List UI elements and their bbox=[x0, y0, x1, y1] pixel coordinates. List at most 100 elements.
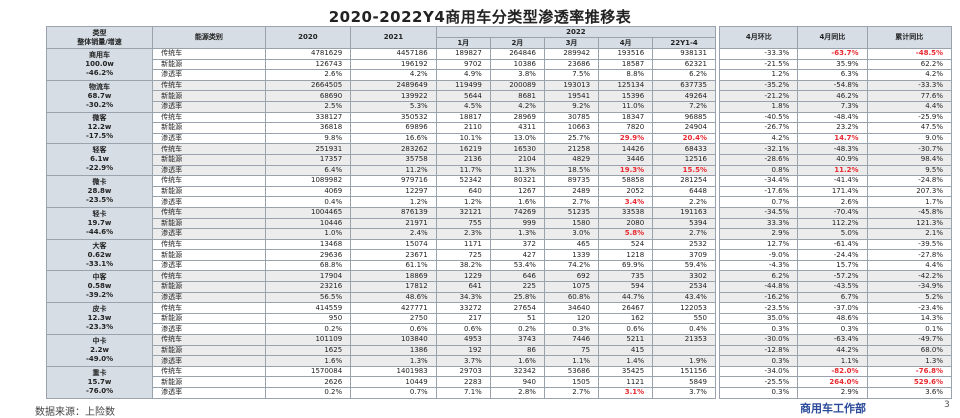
cell-mom: -26.7% bbox=[719, 122, 799, 134]
cell-yoy: 46.2% bbox=[797, 90, 868, 102]
category-growth: -33.1% bbox=[85, 259, 114, 268]
cell-ytd: 2.2% bbox=[652, 196, 716, 208]
cell-cum: 4.4% bbox=[866, 100, 953, 113]
cell-ytd: 68433 bbox=[652, 143, 716, 155]
header-m1: 1月 bbox=[435, 37, 491, 49]
category-cell: 微卡 28.8w -23.5% bbox=[45, 175, 154, 208]
cell-yoy: -63.7% bbox=[797, 48, 868, 60]
cell-y2020: 2626 bbox=[264, 376, 352, 388]
category-cell: 中卡 2.2w -49.0% bbox=[45, 334, 154, 367]
cell-y2020: 4069 bbox=[264, 185, 352, 198]
cell-y2020: 0.4% bbox=[264, 196, 352, 208]
energy-type: 传统车 bbox=[152, 79, 266, 92]
cell-ytd bbox=[652, 344, 716, 357]
penetration-table: 类型 整体销量/增速 能源类别 2020 2021 2022 4月环比 4月同比 … bbox=[45, 26, 953, 399]
cell-y2020: 68690 bbox=[264, 90, 352, 102]
table-row: 渗透率 2.5% 5.3% 4.5% 4.2% 9.2% 11.0% 7.2% 1.8% 7.3%… bbox=[47, 100, 953, 113]
category-name: 中客 bbox=[92, 273, 107, 282]
cell-m4: 415 bbox=[598, 344, 654, 357]
category-volume: 6.1w bbox=[90, 155, 109, 164]
cell-mom: -21.5% bbox=[719, 58, 799, 71]
cell-mom: -35.2% bbox=[719, 79, 799, 92]
cell-m3: 2489 bbox=[543, 185, 600, 198]
cell-ytd: 2532 bbox=[652, 238, 716, 251]
cell-yoy: -48.3% bbox=[797, 143, 868, 155]
cell-mom: 0.3% bbox=[719, 355, 799, 367]
cell-m1: 34.3% bbox=[435, 291, 491, 304]
cell-m4: 26467 bbox=[598, 302, 654, 314]
cell-mom: -17.6% bbox=[719, 185, 799, 198]
table-row: 轻客 6.1w -22.9% 传统车 251931 283262 16219 16530 212… bbox=[45, 143, 953, 177]
cell-m3: 2.7% bbox=[543, 387, 600, 399]
cell-mom: -25.5% bbox=[719, 376, 799, 388]
cell-yoy: -57.2% bbox=[797, 270, 868, 283]
cell-m2: 1267 bbox=[489, 185, 545, 198]
cell-m4: 594 bbox=[598, 281, 654, 293]
cell-mom: 2.9% bbox=[719, 228, 799, 240]
cell-m4: 1.4% bbox=[598, 355, 654, 367]
cell-m3: 23686 bbox=[543, 58, 600, 71]
cell-m4: 3.1% bbox=[598, 387, 654, 399]
table-row: 新能源 1625 1386 192 86 75 415 -12.8% 44.2% 68.0% bbox=[47, 344, 953, 357]
cell-m2: 4.2% bbox=[489, 100, 545, 113]
category-cell: 皮卡 12.3w -23.3% bbox=[45, 302, 154, 336]
cell-m4: 19.3% bbox=[598, 164, 654, 177]
energy-type: 传统车 bbox=[152, 365, 266, 378]
energy-type: 渗透率 bbox=[152, 291, 266, 304]
cell-y2020: 1625 bbox=[264, 344, 352, 357]
cell-yoy: 112.2% bbox=[797, 217, 868, 230]
cell-mom: -4.3% bbox=[719, 259, 799, 272]
category-name: 商用车 bbox=[89, 50, 111, 59]
cell-y2020: 414559 bbox=[264, 302, 352, 314]
cell-mom: -21.2% bbox=[719, 90, 799, 102]
cell-y2021: 23671 bbox=[350, 249, 437, 261]
table-row: 新能源 4069 12297 640 1267 2489 2052 6448 -17.6% 171… bbox=[47, 185, 953, 198]
cell-m1: 10.1% bbox=[435, 132, 491, 145]
cell-yoy: 6.7% bbox=[797, 291, 868, 304]
cell-mom: -40.5% bbox=[719, 111, 799, 124]
table-row: 新能源 23216 17812 641 225 1075 594 2534 -44.8% -43.… bbox=[47, 281, 953, 293]
cell-m1: 1171 bbox=[435, 238, 491, 251]
cell-m2: 28969 bbox=[489, 111, 545, 124]
cell-m2: 74269 bbox=[489, 206, 545, 219]
energy-type: 新能源 bbox=[152, 90, 266, 102]
cell-y2020: 251931 bbox=[264, 143, 352, 155]
cell-m2: 51 bbox=[489, 312, 545, 325]
header-2021: 2021 bbox=[350, 26, 437, 49]
cell-y2020: 4781629 bbox=[264, 48, 352, 60]
cell-yoy: -48.4% bbox=[797, 111, 868, 124]
category-volume: 0.62w bbox=[87, 250, 112, 259]
cell-yoy: -63.4% bbox=[797, 334, 868, 346]
cell-m2: 225 bbox=[489, 281, 545, 293]
energy-type: 传统车 bbox=[152, 238, 266, 251]
cell-m3: 19541 bbox=[543, 90, 600, 102]
cell-y2021: 427771 bbox=[350, 302, 437, 314]
cell-ytd: 6448 bbox=[652, 185, 716, 198]
cell-y2021: 196192 bbox=[350, 58, 437, 71]
energy-type: 传统车 bbox=[152, 143, 266, 155]
cell-m3: 18.5% bbox=[543, 164, 600, 177]
cell-m2: 999 bbox=[489, 217, 545, 230]
cell-y2020: 126743 bbox=[264, 58, 352, 71]
category-volume: 12.2w bbox=[87, 123, 112, 132]
category-name: 物流车 bbox=[89, 82, 111, 91]
cell-m4: 125134 bbox=[598, 79, 654, 92]
cell-y2021: 283262 bbox=[350, 143, 437, 155]
cell-y2021: 48.6% bbox=[350, 291, 437, 304]
cell-mom: -32.1% bbox=[719, 143, 799, 155]
cell-y2021: 21971 bbox=[350, 217, 437, 230]
cell-m1: 5644 bbox=[435, 90, 491, 102]
table-row: 物流车 68.7w -30.2% 传统车 2664505 2489649 119499 200… bbox=[45, 79, 953, 113]
cell-y2021: 35758 bbox=[350, 153, 437, 166]
cell-y2020: 10446 bbox=[264, 217, 352, 230]
cell-m4: 33538 bbox=[598, 206, 654, 219]
energy-type: 新能源 bbox=[152, 281, 266, 293]
cell-y2020: 1004465 bbox=[264, 206, 352, 219]
cell-m4: 15396 bbox=[598, 90, 654, 102]
cell-m1: 7.1% bbox=[435, 387, 491, 399]
energy-type: 渗透率 bbox=[152, 387, 266, 399]
cell-mom: -34.4% bbox=[719, 175, 799, 187]
energy-type: 渗透率 bbox=[152, 259, 266, 272]
cell-m1: 9702 bbox=[435, 58, 491, 71]
table-row: 渗透率 6.4% 11.2% 11.7% 11.3% 18.5% 19.3% 15.5% 0.8… bbox=[47, 164, 953, 177]
